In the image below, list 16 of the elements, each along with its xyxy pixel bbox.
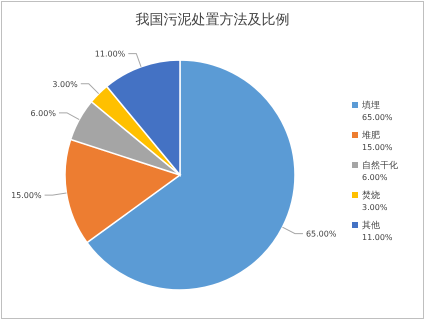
legend-label: 自然干化 xyxy=(362,160,398,171)
legend-label: 其他 xyxy=(362,220,380,231)
text: 3.00% xyxy=(362,203,388,212)
text: 65.00% xyxy=(362,113,393,122)
data-label: 15.00% xyxy=(11,191,42,200)
legend-label: 焚烧 xyxy=(362,190,380,201)
text: 11.00% xyxy=(362,233,393,242)
legend-label: 填埋 xyxy=(361,100,380,111)
data-label: 6.00% xyxy=(30,108,56,118)
legend-label: 堆肥 xyxy=(361,130,380,141)
text: 6.00% xyxy=(362,173,388,182)
data-label: 11.00% xyxy=(94,50,126,59)
data-label: 65.00% xyxy=(306,230,337,239)
text: 15.00% xyxy=(362,143,393,152)
data-label: 3.00% xyxy=(52,80,78,89)
chart-title: 我国污泥处置方法及比例 xyxy=(136,12,290,28)
